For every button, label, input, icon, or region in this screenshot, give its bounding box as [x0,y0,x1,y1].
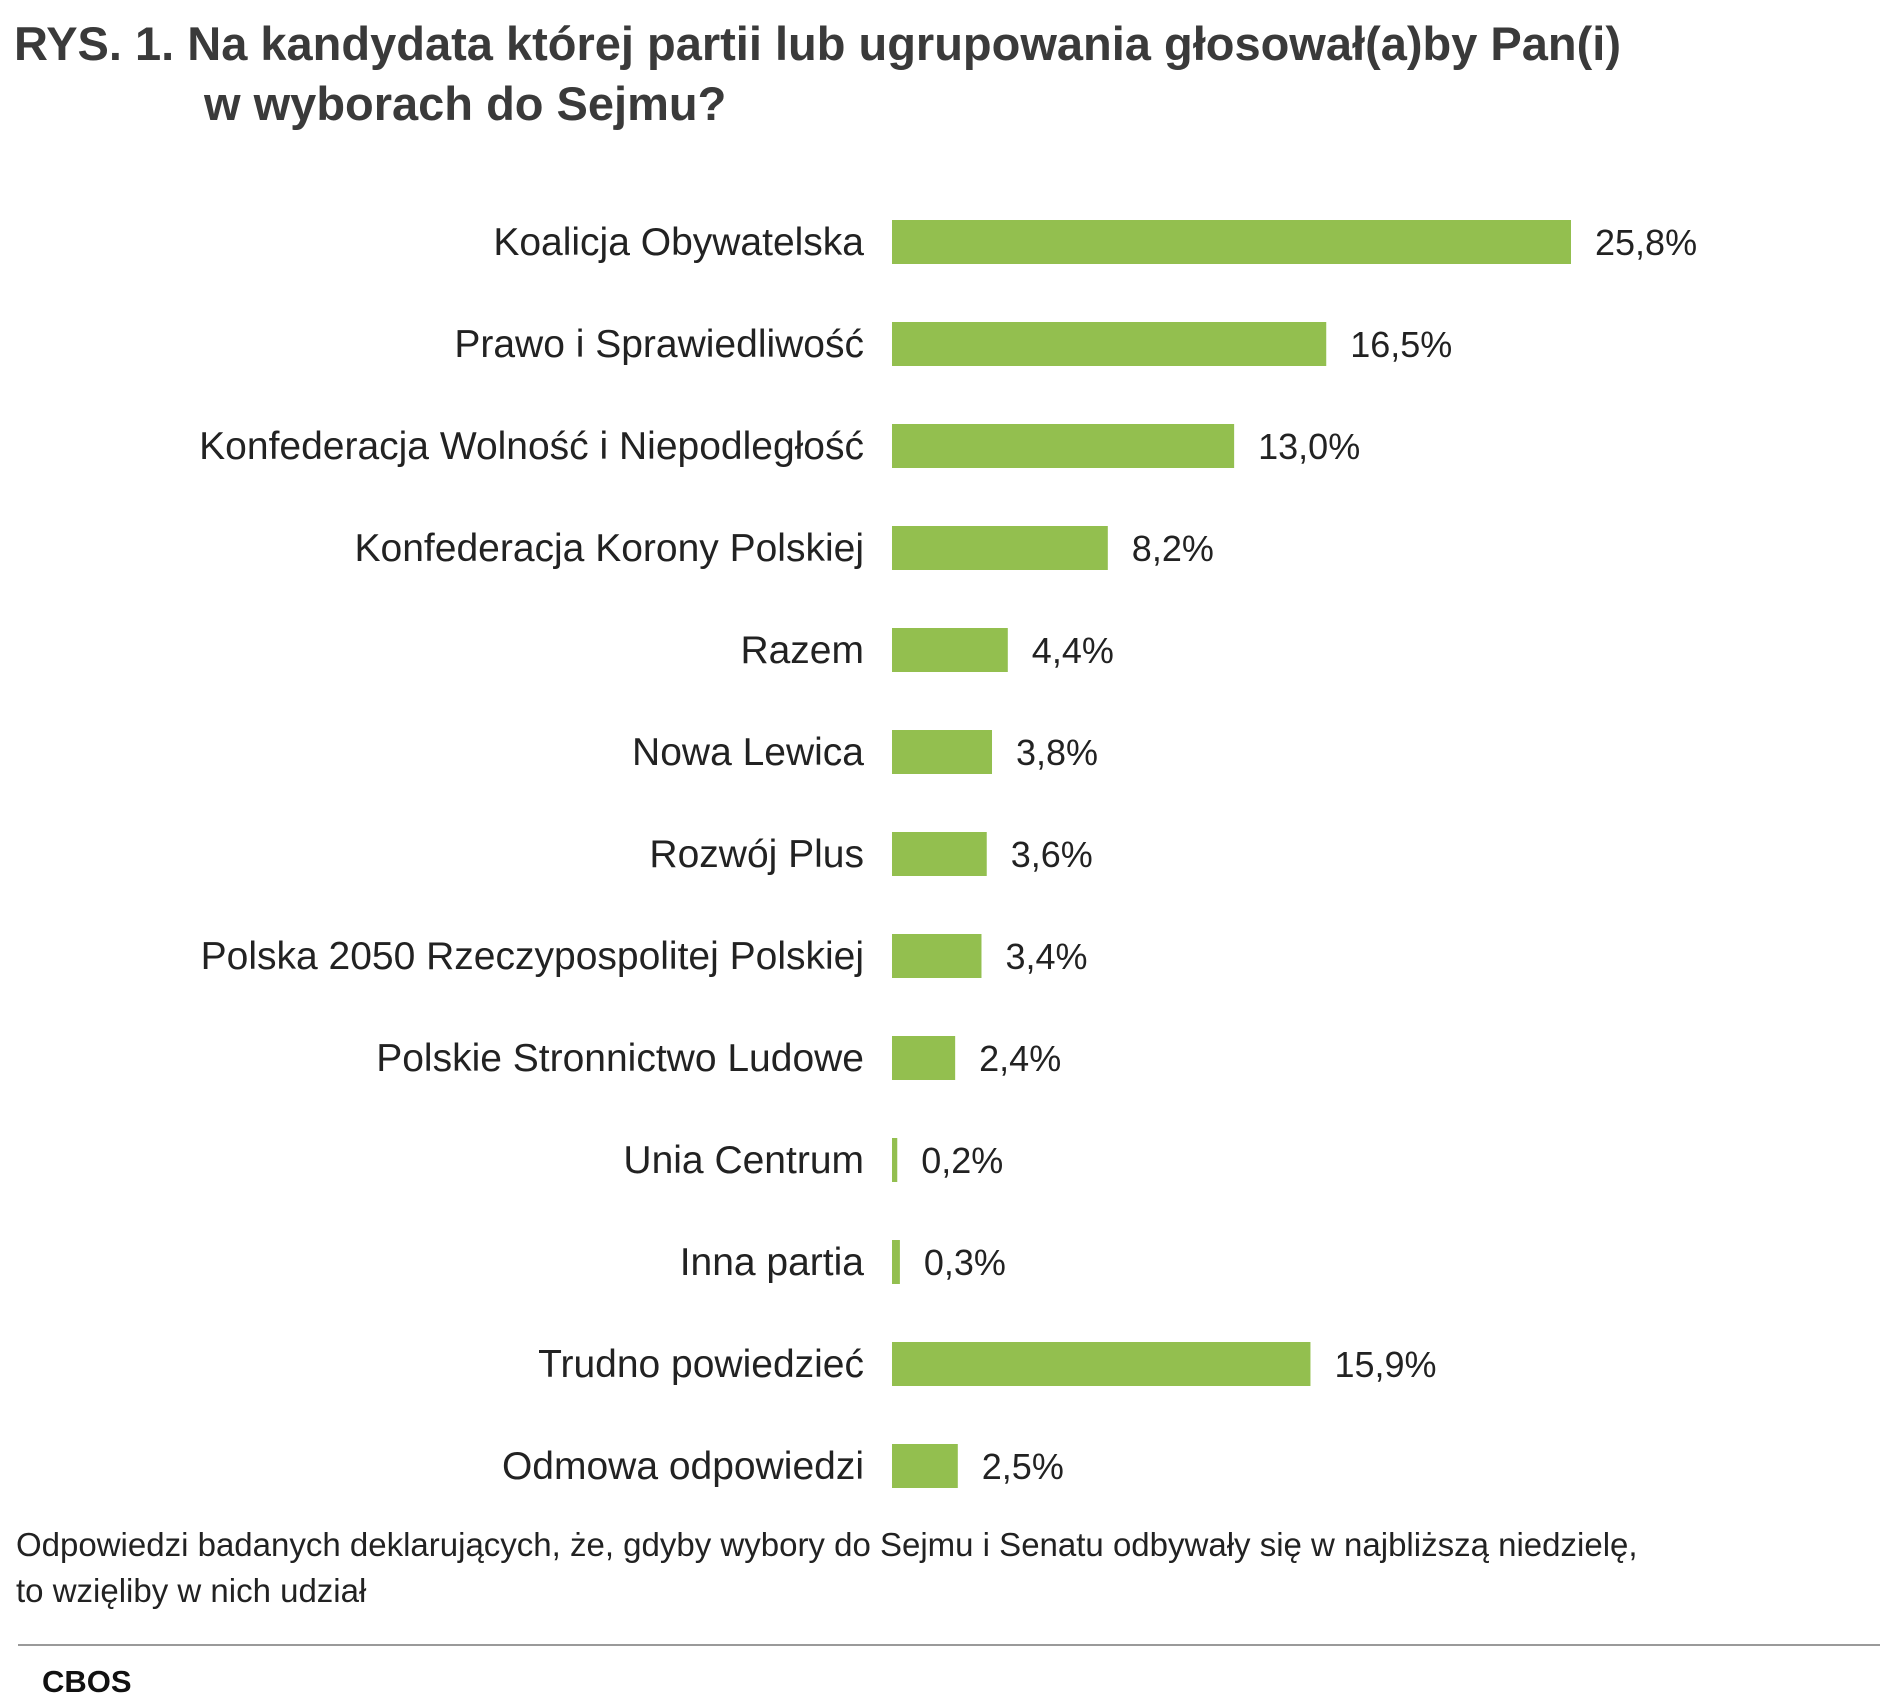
value-label: 8,2% [1132,528,1214,569]
value-label: 16,5% [1350,324,1452,365]
category-label: Inna partia [680,1241,865,1284]
bar [892,1444,958,1488]
category-label: Polskie Stronnictwo Ludowe [376,1037,864,1080]
category-label: Koalicja Obywatelska [493,221,864,264]
category-label: Konfederacja Korony Polskiej [355,527,864,570]
value-label: 0,2% [921,1140,1003,1181]
bar [892,322,1327,366]
bar [892,628,1008,672]
value-label: 25,8% [1595,222,1697,263]
bar [892,1342,1311,1386]
chart-note-line-1: Odpowiedzi badanych deklarujących, że, g… [16,1526,1638,1563]
category-label: Polska 2050 Rzeczypospolitej Polskiej [201,935,864,978]
chart-note: Odpowiedzi badanych deklarujących, że, g… [16,1522,1876,1614]
bar [892,220,1571,264]
category-label: Rozwój Plus [649,833,864,876]
bar [892,1138,898,1182]
category-label: Nowa Lewica [632,731,864,774]
bar-chart: Koalicja Obywatelska 25,8% Prawo i Sprawie… [199,220,1697,1488]
source-label: CBOS [42,1664,132,1699]
category-label: Razem [740,629,864,672]
chart-title: RYS. 1. Na kandydata której partii lub u… [14,14,1874,134]
category-label: Odmowa odpowiedzi [502,1445,864,1488]
value-label: 13,0% [1258,426,1360,467]
bar [892,1036,956,1080]
value-label: 3,4% [1005,936,1087,977]
category-label: Prawo i Sprawiedliwość [454,323,864,366]
value-label: 3,8% [1016,732,1098,773]
chart-title-line-2: w wyborach do Sejmu? [204,77,727,130]
bar [892,424,1235,468]
bar [892,934,982,978]
value-label: 2,4% [979,1038,1061,1079]
value-label: 4,4% [1032,630,1114,671]
bar [892,730,993,774]
value-label: 15,9% [1334,1344,1436,1385]
value-label: 2,5% [982,1446,1064,1487]
value-label: 0,3% [924,1242,1006,1283]
value-label: 3,6% [1011,834,1093,875]
bar [892,1240,900,1284]
chart-note-line-2: to wzięliby w nich udział [16,1572,367,1609]
bar [892,526,1108,570]
chart-title-line-1: RYS. 1. Na kandydata której partii lub u… [14,17,1621,70]
category-label: Trudno powiedzieć [538,1343,864,1386]
bar [892,832,987,876]
footer-divider [18,1644,1880,1646]
category-label: Unia Centrum [623,1139,864,1182]
category-label: Konfederacja Wolność i Niepodległość [199,425,864,468]
